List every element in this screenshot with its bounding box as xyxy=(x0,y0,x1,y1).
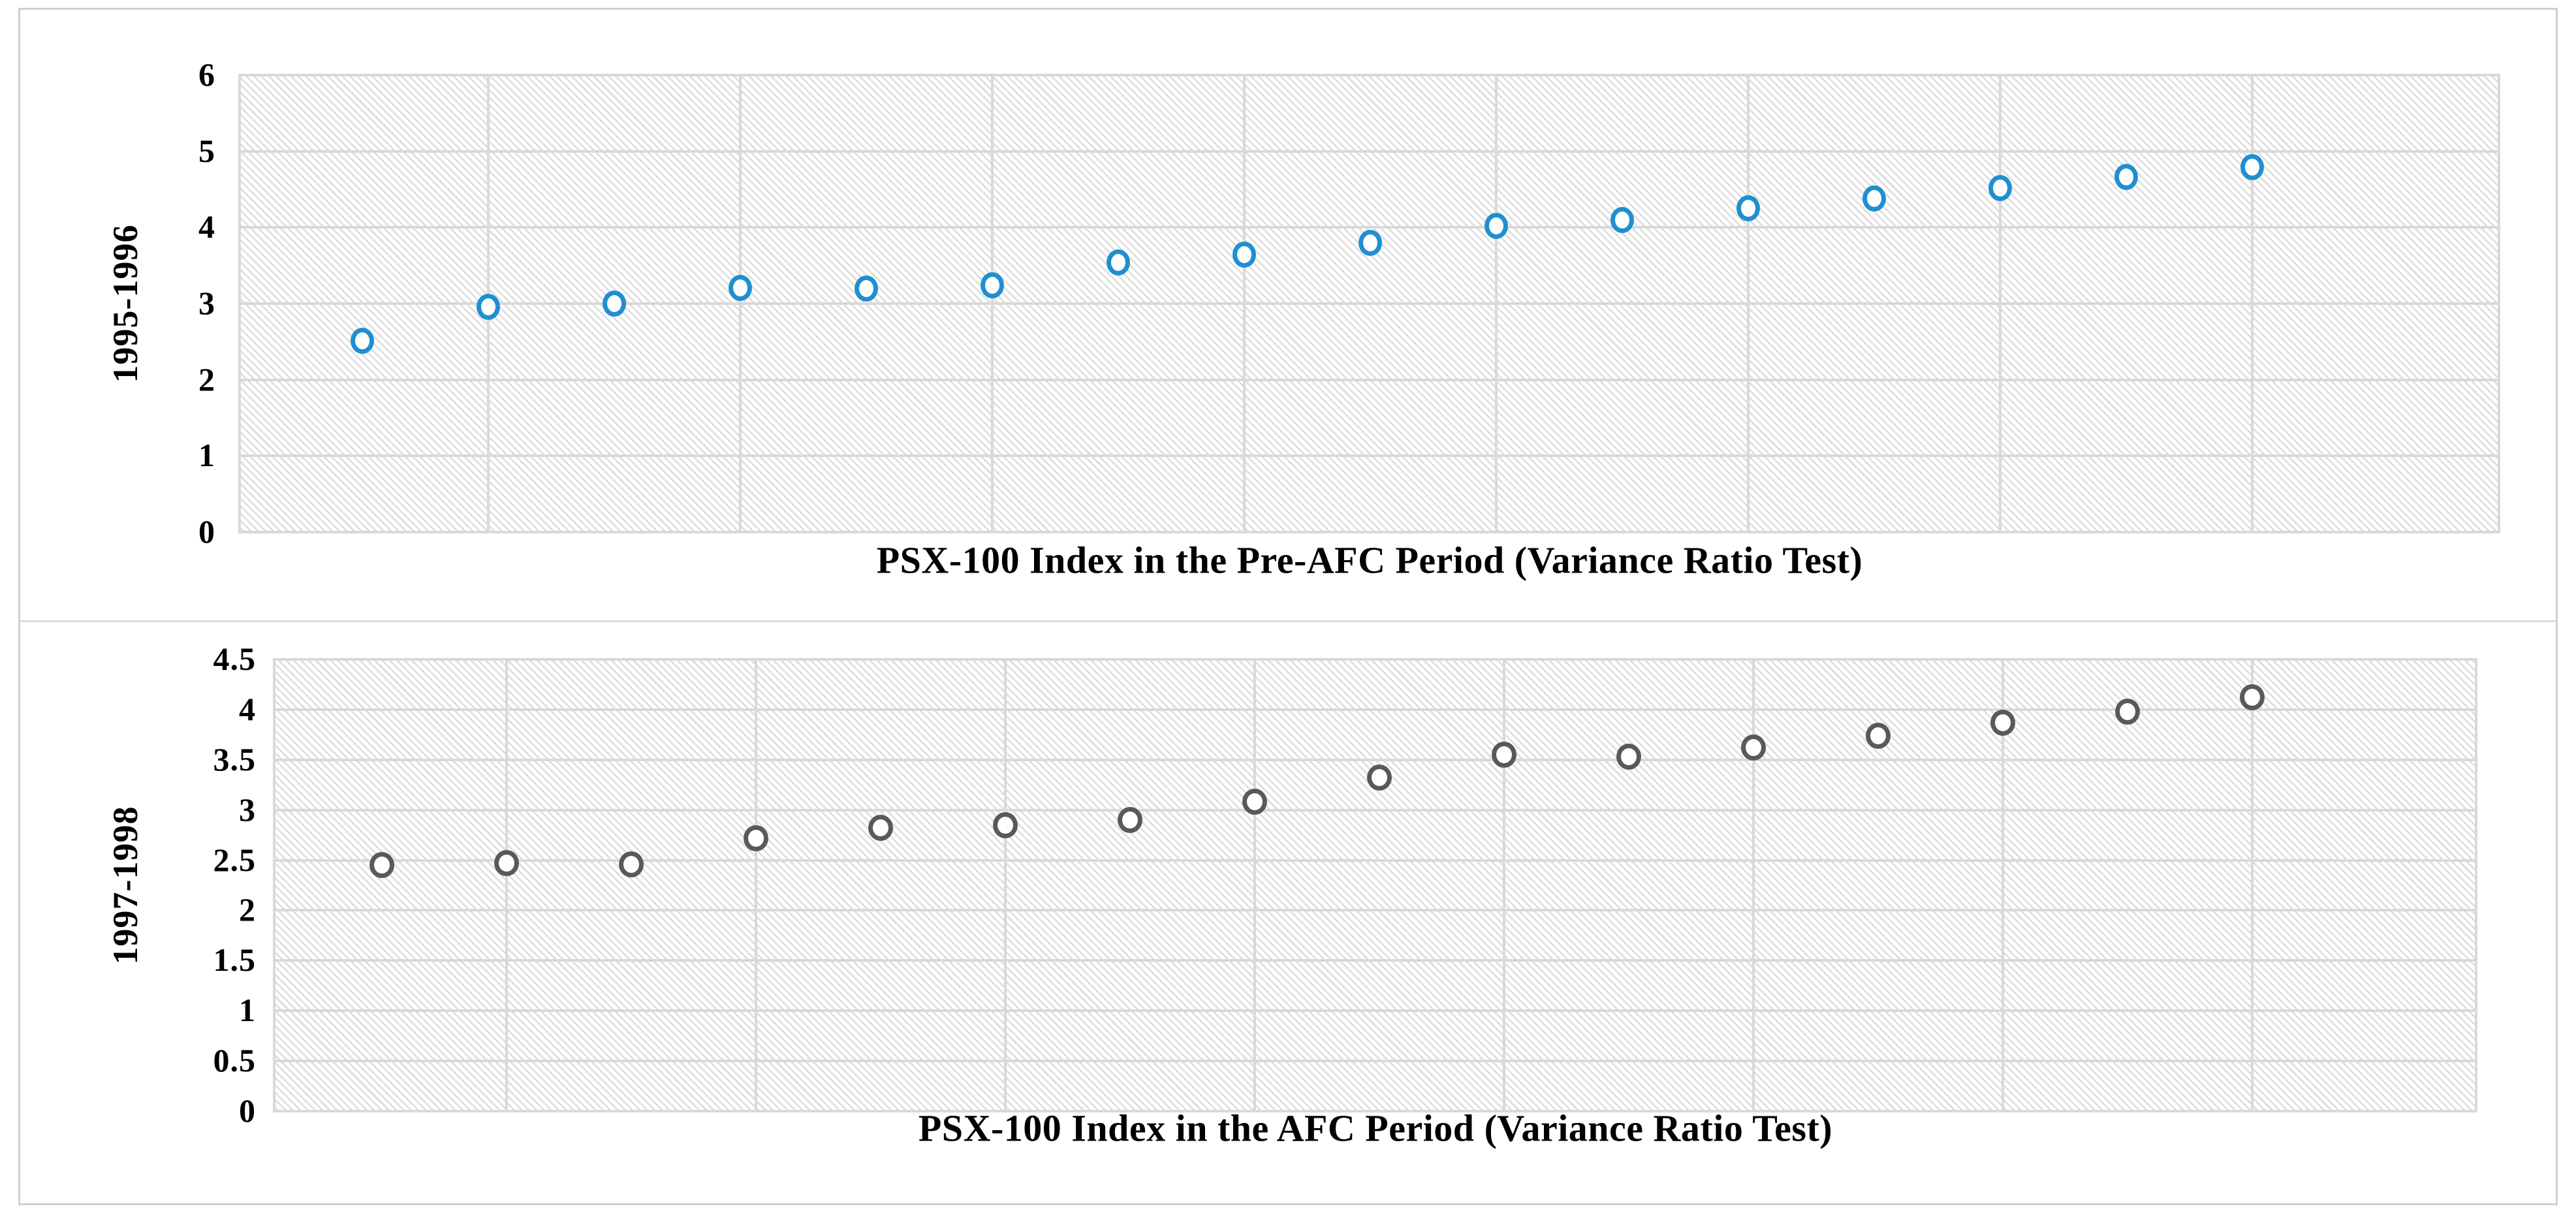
y-axis-title-afc: 1997-1998 xyxy=(106,806,145,965)
data-point-marker xyxy=(1492,742,1516,768)
gridline-vertical xyxy=(1004,659,1007,1111)
data-point-marker xyxy=(1990,710,2015,736)
y-tick-label: 4 xyxy=(198,208,215,245)
gridline-vertical xyxy=(2251,75,2254,532)
gridline-horizontal xyxy=(273,1009,2477,1012)
plot-area-afc xyxy=(273,658,2477,1112)
y-tick-label: 5 xyxy=(198,133,215,169)
y-tick-label: 3.5 xyxy=(213,741,256,778)
gridline-vertical xyxy=(1747,75,1750,532)
data-point-marker xyxy=(2240,154,2264,180)
y-tick-label: 1.5 xyxy=(213,941,256,978)
data-point-marker xyxy=(1242,789,1267,815)
gridline-horizontal xyxy=(238,302,2500,305)
y-tick-label: 0.5 xyxy=(213,1042,256,1079)
data-point-marker xyxy=(729,275,752,301)
gridline-vertical xyxy=(505,659,508,1111)
gridline-vertical xyxy=(2498,75,2500,532)
y-tick-label: 0 xyxy=(198,513,215,550)
data-point-marker xyxy=(2115,699,2140,725)
y-tick-label: 4 xyxy=(239,691,256,727)
gridline-horizontal xyxy=(273,1060,2477,1062)
gridline-horizontal xyxy=(238,379,2500,381)
data-point-marker xyxy=(993,812,1018,838)
gridline-horizontal xyxy=(273,859,2477,862)
gridline-vertical xyxy=(755,659,757,1111)
gridline-vertical xyxy=(2475,659,2477,1111)
data-point-marker xyxy=(1118,807,1142,833)
y-tick-label: 2 xyxy=(198,361,215,398)
data-point-marker xyxy=(369,852,394,878)
gridline-vertical xyxy=(1253,659,1256,1111)
y-tick-label: 4.5 xyxy=(213,640,256,677)
y-tick-label: 0 xyxy=(239,1092,256,1129)
gridline-horizontal xyxy=(238,226,2500,229)
data-point-marker xyxy=(2240,684,2265,710)
y-tick-label: 2.5 xyxy=(213,842,256,878)
data-point-marker xyxy=(2114,164,2138,190)
y-tick-label: 2 xyxy=(239,891,256,928)
gridline-vertical xyxy=(238,75,241,532)
data-point-marker xyxy=(1866,723,1891,749)
plot-area-pre-afc xyxy=(238,74,2500,533)
gridline-horizontal xyxy=(273,708,2477,711)
chart-title-afc: PSX-100 Index in the AFC Period (Varianc… xyxy=(918,1107,1833,1150)
gridline-horizontal xyxy=(273,658,2477,661)
data-point-marker xyxy=(1233,242,1256,268)
data-point-marker xyxy=(1741,734,1766,761)
gridline-horizontal xyxy=(238,531,2500,533)
figure-border xyxy=(18,8,2558,1205)
data-point-marker xyxy=(477,294,500,320)
gridline-horizontal xyxy=(273,1110,2477,1112)
y-tick-label: 1 xyxy=(239,992,256,1028)
data-point-marker xyxy=(1988,175,2012,201)
y-tick-label: 6 xyxy=(198,56,215,93)
data-point-marker xyxy=(1736,195,1760,221)
chart-divider xyxy=(20,620,2556,622)
gridline-horizontal xyxy=(273,809,2477,812)
gridline-vertical xyxy=(2002,659,2004,1111)
data-point-marker xyxy=(1862,185,1886,212)
data-point-marker xyxy=(494,850,519,876)
y-tick-label: 3 xyxy=(198,285,215,321)
gridline-vertical xyxy=(1495,75,1498,532)
gridline-horizontal xyxy=(273,959,2477,962)
gridline-horizontal xyxy=(238,74,2500,76)
gridline-vertical xyxy=(1243,75,1246,532)
data-point-marker xyxy=(1616,744,1641,770)
data-point-marker xyxy=(351,328,374,354)
gridline-vertical xyxy=(273,659,275,1111)
data-point-marker xyxy=(1359,230,1382,256)
gridline-vertical xyxy=(1999,75,2002,532)
data-point-marker xyxy=(1484,213,1508,239)
gridline-horizontal xyxy=(238,150,2500,153)
y-tick-label: 1 xyxy=(198,437,215,473)
data-point-marker xyxy=(1610,207,1634,233)
gridline-horizontal xyxy=(273,759,2477,761)
data-point-marker xyxy=(744,825,768,851)
gridline-horizontal xyxy=(273,909,2477,911)
data-point-marker xyxy=(619,851,644,877)
chart-title-pre-afc: PSX-100 Index in the Pre-AFC Period (Var… xyxy=(876,539,1863,582)
data-point-marker xyxy=(1367,765,1392,791)
data-point-marker xyxy=(868,815,893,841)
data-point-marker xyxy=(981,272,1004,298)
data-point-marker xyxy=(603,291,626,317)
gridline-vertical xyxy=(1752,659,1755,1111)
gridline-vertical xyxy=(991,75,994,532)
gridline-vertical xyxy=(739,75,742,532)
data-point-marker xyxy=(855,276,878,302)
gridline-vertical xyxy=(2251,659,2254,1111)
gridline-vertical xyxy=(1503,659,1505,1111)
data-point-marker xyxy=(1107,249,1130,276)
gridline-horizontal xyxy=(238,454,2500,457)
y-tick-label: 3 xyxy=(239,791,256,828)
